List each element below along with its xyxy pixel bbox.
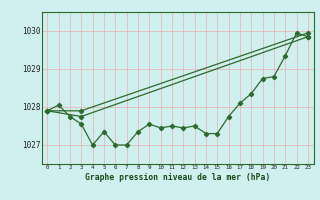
X-axis label: Graphe pression niveau de la mer (hPa): Graphe pression niveau de la mer (hPa) (85, 173, 270, 182)
